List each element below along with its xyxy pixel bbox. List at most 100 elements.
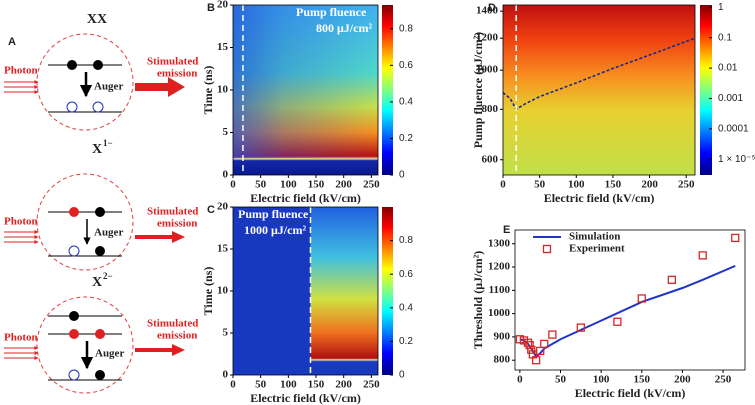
y-tick-label: 20 [217,201,229,213]
y-tick-label: 1200 [488,261,511,273]
state-label: X [92,142,102,157]
y-tick-label: 20 [217,0,229,11]
x-tick-label: 50 [255,179,267,191]
experiment-marker [527,345,536,354]
x-tick-label: 100 [568,179,585,191]
x-tick-label: 150 [308,379,325,391]
colorbar-tick-label: 0.6 [399,60,413,71]
y-axis-label: Time (ns) [201,267,215,316]
colorbar [700,5,712,175]
colorbar-tick-label: 0.4 [399,302,413,313]
annotation: 800 μJ/cm² [316,21,372,35]
y-axis-label: Time (ns) [201,66,215,115]
y-tick-label: 0 [223,369,229,381]
x-tick-label: 250 [363,179,380,191]
state-label: XX [87,12,107,27]
process-label: Auger [94,81,123,93]
plot-area [503,5,695,175]
colorbar-tick-label: 0.8 [399,23,413,34]
hole [92,101,104,113]
experiment-marker [531,356,541,365]
y-tick-label: 1000 [488,307,511,319]
x-tick-label: 0 [517,374,523,386]
y-tick-label: 5 [223,126,229,138]
colorbar-tick-label: 1 × 10⁻⁵ [718,154,755,165]
colorbar [382,5,393,175]
x-axis-label: Electric field (kV/cm) [250,391,361,405]
plot-frame [514,229,746,371]
y-tick-label: 1000 [476,64,499,76]
y-tick-label: 15 [217,41,229,53]
output-label: emission [157,218,197,230]
electron [95,207,105,217]
electron [69,311,79,321]
heatmap [503,5,695,175]
experiment-marker [637,294,646,303]
x-tick-label: 50 [555,374,567,386]
colorbar-tick-label: 0.1 [718,32,732,43]
x-tick-label: 250 [678,179,695,191]
state-charge: 1− [103,138,113,148]
colorbar-tick-label: 0.6 [399,269,413,280]
input-label: Photon [4,332,38,344]
panel-label: C [207,204,215,216]
y-axis-label: Pump fluence (μJ/cm²) [471,32,485,148]
colorbar-tick-label: 0.0001 [718,123,749,134]
x-tick-label: 0 [500,179,506,191]
colorbar-tick-label: 1 [718,2,724,13]
panel-label: A [8,36,16,48]
emission-arrow [135,77,185,97]
x-tick-label: 200 [641,179,658,191]
y-tick-label: 1400 [476,5,499,17]
experiment-marker [667,275,677,285]
y-tick-label: 5 [223,327,229,339]
y-tick-label: 900 [494,330,511,342]
colorbar-tick-label: 0.4 [399,97,413,108]
output-label: emission [157,330,197,342]
state-circle [36,296,134,394]
experiment-marker [525,340,534,350]
state-label: X [92,275,102,290]
plot-frame [502,4,696,176]
x-tick-label: 0 [230,179,236,191]
annotation: 1000 μJ/cm² [244,223,306,237]
colorbar-tick-label: 0.8 [399,235,413,246]
y-tick-label: 10 [217,84,229,96]
hole [66,101,78,113]
plot-area [515,233,740,365]
output-label: emission [157,68,197,80]
colorbar-tick-label: 0.2 [399,336,413,347]
x-tick-label: 100 [280,179,297,191]
x-tick-label: 100 [593,374,610,386]
x-tick-label: 50 [255,379,267,391]
electron [67,60,77,70]
plot-area [233,207,378,375]
output-label: Stimulated [147,206,198,218]
x-tick-label: 150 [605,179,622,191]
output-label: Stimulated [147,318,198,330]
emission-arrow [135,344,185,356]
hole [68,245,80,257]
x-tick-label: 100 [280,379,297,391]
colorbar-tick-label: 0.01 [718,63,738,74]
y-tick-label: 800 [482,103,499,115]
panel-label: B [207,2,215,14]
y-tick-label: 800 [494,354,511,366]
colorbar-tick-label: 0.2 [399,133,413,144]
state-charge: 2− [103,271,113,281]
electron [69,207,79,217]
electron [95,329,105,339]
state-circle [36,173,134,271]
electron [95,246,105,256]
y-tick-label: 15 [217,243,229,255]
experiment-marker [548,330,557,339]
y-axis-label: Threshold (μJ/cm²) [471,251,485,350]
panel-label: E [503,224,510,236]
x-tick-label: 50 [534,179,546,191]
plot-area [233,5,378,175]
y-tick-label: 1300 [488,237,511,249]
x-tick-label: 200 [335,379,352,391]
diagram: A XX Auger Photon Stimulated emission X … [4,12,198,394]
experiment-marker [731,233,740,243]
annotation: Pump fluence [296,5,367,19]
